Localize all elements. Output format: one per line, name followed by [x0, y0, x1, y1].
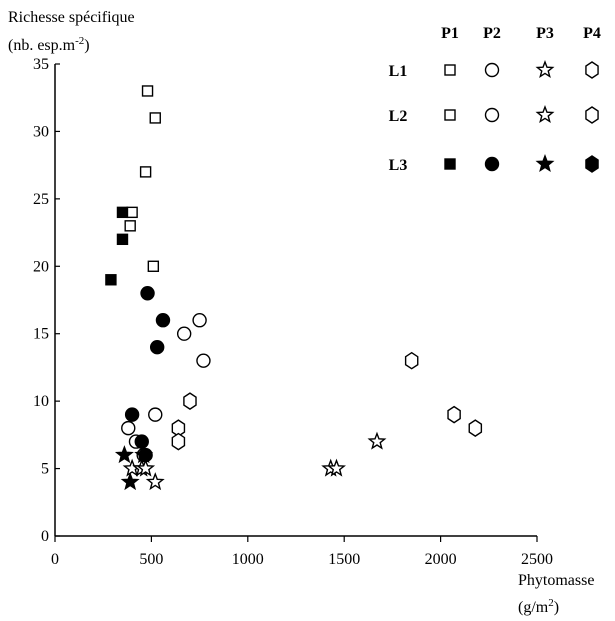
data-point-square — [124, 220, 136, 232]
data-point-star — [145, 472, 165, 491]
data-point-square — [139, 166, 152, 178]
y-axis-label-line2: (nb. esp.m-2) — [8, 35, 90, 54]
legend-column-header: P2 — [483, 25, 501, 42]
data-point-circle — [124, 407, 140, 422]
y-tick-label: 35 — [33, 56, 49, 73]
data-point-star — [134, 445, 154, 464]
x-tick-label: 2500 — [521, 551, 553, 568]
y-tick-label: 25 — [33, 191, 49, 208]
legend-square-icon — [444, 64, 456, 76]
x-tick-label: 1000 — [232, 551, 264, 568]
data-point-circle — [140, 286, 155, 301]
legend-hexagon-icon — [585, 61, 599, 79]
legend-row-label: L2 — [389, 108, 408, 125]
legend-column-header: P4 — [583, 25, 601, 42]
data-point-square — [126, 206, 138, 219]
y-tick-label: 30 — [33, 123, 49, 140]
legend-row-label: L1 — [389, 63, 408, 80]
legend-row-label: L3 — [389, 157, 408, 174]
y-axis-label-line1: Richesse spécifique — [8, 9, 135, 26]
data-point-circle — [196, 353, 211, 368]
legend-column-header: P1 — [441, 25, 459, 42]
data-point-square — [116, 233, 129, 246]
data-point-hexagon — [183, 392, 197, 410]
data-points — [105, 85, 483, 491]
legend-star-icon — [535, 154, 555, 173]
legend-square-icon — [444, 158, 456, 170]
data-point-hexagon — [447, 405, 461, 424]
x-tick-label: 0 — [51, 551, 59, 568]
x-axis-label-line1: Phytomasse — [518, 572, 594, 589]
x-ticks: 0 500 1000 1500 2000 2500 — [51, 536, 553, 568]
y-ticks: 0 5 10 15 20 25 30 35 — [33, 56, 60, 545]
y-tick-label: 10 — [33, 393, 49, 410]
data-point-star — [136, 458, 156, 477]
legend-hexagon-icon — [585, 106, 599, 124]
data-point-circle — [148, 407, 163, 422]
legend-hexagon-icon — [585, 155, 599, 173]
legend-circle-icon — [484, 62, 500, 78]
data-point-hexagon — [171, 432, 186, 451]
legend-circle-icon — [484, 156, 500, 172]
data-point-circle — [176, 326, 192, 341]
data-point-hexagon — [404, 351, 419, 370]
x-tick-label: 500 — [139, 551, 163, 568]
y-tick-label: 5 — [41, 461, 49, 478]
legend-square-icon — [444, 109, 456, 121]
data-point-circle — [192, 313, 207, 328]
x-tick-label: 1500 — [328, 551, 360, 568]
data-point-square — [141, 85, 154, 97]
data-point-hexagon — [468, 419, 483, 437]
x-axis-label-line2: (g/m2) — [518, 597, 559, 616]
legend-star-icon — [535, 60, 555, 79]
legend-circle-icon — [484, 107, 500, 123]
data-point-square — [147, 260, 160, 272]
data-point-star — [120, 472, 140, 491]
data-point-star — [327, 458, 346, 477]
y-tick-label: 20 — [33, 258, 49, 275]
y-tick-label: 0 — [41, 528, 49, 545]
data-point-square — [149, 112, 161, 124]
legend-star-icon — [535, 105, 555, 124]
y-tick-label: 15 — [33, 326, 49, 343]
legend-column-header: P3 — [536, 25, 554, 42]
legend: P1 P2 P3 P4 L1 L2 L3 — [389, 25, 601, 174]
x-tick-label: 2000 — [425, 551, 457, 568]
data-point-circle — [134, 434, 149, 449]
data-point-circle — [155, 313, 171, 328]
data-point-star — [367, 431, 387, 450]
data-point-circle — [149, 340, 165, 355]
data-point-star — [114, 445, 134, 464]
data-point-square — [105, 274, 117, 286]
data-point-square — [116, 206, 129, 219]
data-point-circle — [121, 420, 136, 436]
